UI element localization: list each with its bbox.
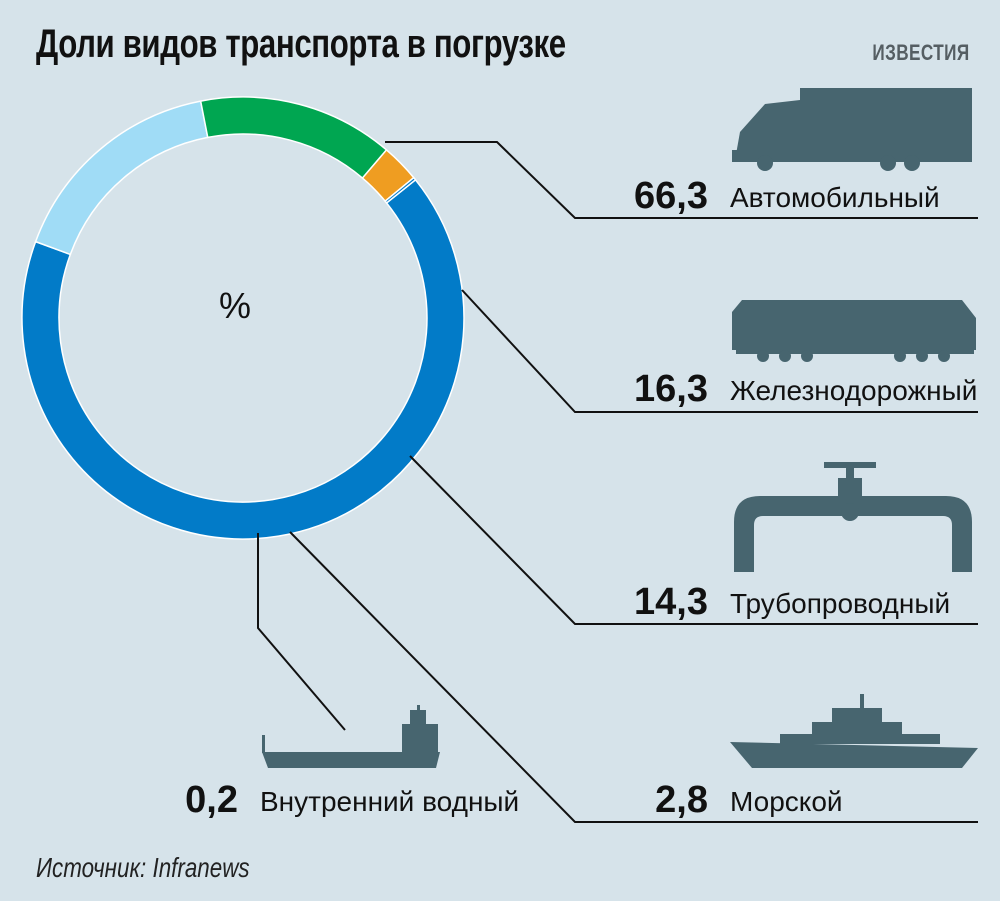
truck-icon <box>732 88 972 171</box>
donut-slice-0 <box>22 180 464 539</box>
legend-auto: 66,3 Автомобильный <box>634 175 940 217</box>
legend-sea: 2,8 Морской <box>655 779 842 821</box>
donut-slice-2 <box>201 97 387 178</box>
label-sea: Морской <box>730 786 843 817</box>
legend-inland: 0,2 Внутренний водный <box>185 779 519 821</box>
value-pipeline: 14,3 <box>634 581 708 623</box>
chart-canvas: % 66,3 Автомобильный 16,3 Железнодорожны… <box>0 0 1000 901</box>
river-barge-icon <box>262 705 440 768</box>
legend-pipeline: 14,3 Трубопроводный <box>634 581 950 623</box>
locomotive-icon <box>732 300 976 362</box>
donut-slice-1 <box>36 101 208 254</box>
source-note: Источник: Infranews <box>36 852 250 884</box>
label-auto: Автомобильный <box>730 182 940 213</box>
value-inland: 0,2 <box>185 779 238 821</box>
label-rail: Железнодорожный <box>730 375 977 406</box>
center-percent-label: % <box>219 285 251 326</box>
leader-line-sea <box>290 532 978 822</box>
label-pipeline: Трубопроводный <box>730 588 950 619</box>
label-inland: Внутренний водный <box>260 786 519 817</box>
leader-line-inland <box>258 533 345 730</box>
value-rail: 16,3 <box>634 368 708 410</box>
legend-rail: 16,3 Железнодорожный <box>634 368 977 410</box>
value-auto: 66,3 <box>634 175 708 217</box>
sea-ship-icon <box>730 694 978 768</box>
pipeline-icon <box>734 462 972 572</box>
value-sea: 2,8 <box>655 779 708 821</box>
